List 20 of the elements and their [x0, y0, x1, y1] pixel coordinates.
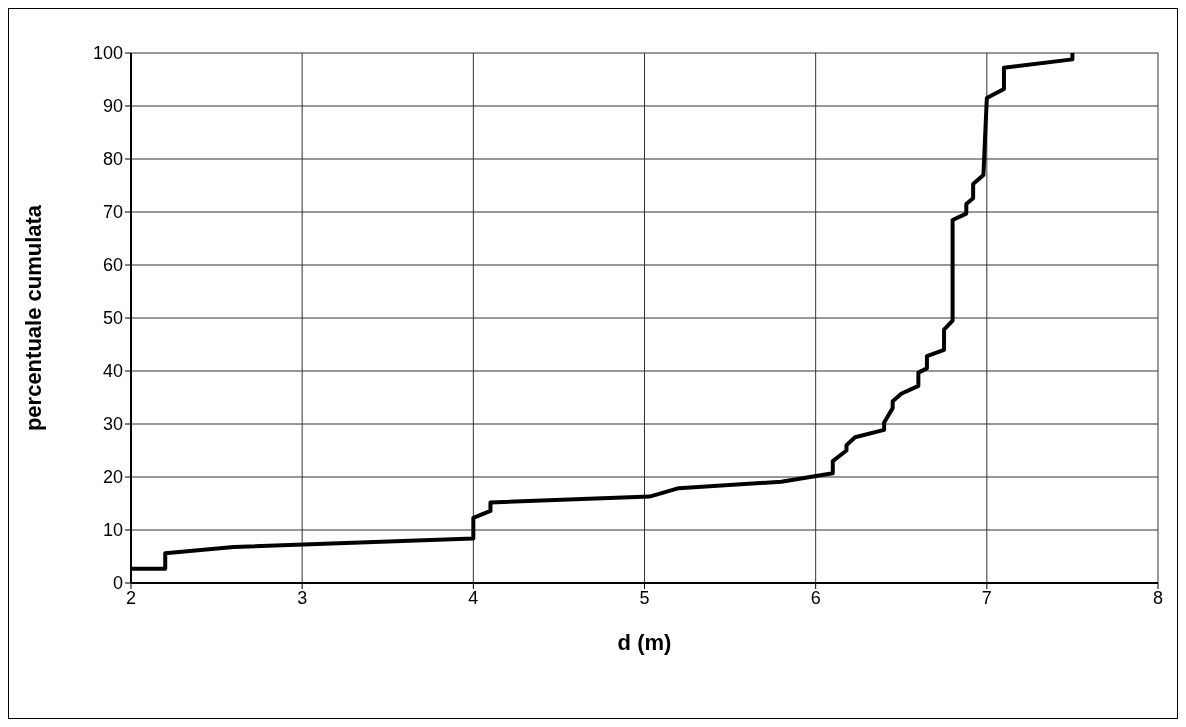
y-tick-label: 50 [102, 308, 123, 329]
y-tick-label: 90 [102, 96, 123, 117]
x-tick-label: 6 [810, 587, 821, 608]
x-tick-label: 3 [297, 587, 308, 608]
y-tick-label: 70 [102, 202, 123, 223]
y-tick-label: 60 [102, 255, 123, 276]
y-tick-label: 10 [102, 520, 123, 541]
x-tick-label: 7 [981, 587, 992, 608]
x-tick-label: 2 [125, 587, 137, 608]
x-axis-title: d (m) [617, 630, 672, 655]
y-tick-label: 40 [102, 361, 123, 382]
x-tick-label: 8 [1152, 587, 1164, 608]
x-tick-label: 5 [639, 587, 650, 608]
y-tick-label: 0 [112, 573, 123, 594]
x-tick-label: 4 [468, 587, 479, 608]
y-tick-label: 20 [102, 467, 123, 488]
y-tick-label: 80 [102, 149, 123, 170]
y-axis-title: percentuale cumulata [20, 204, 46, 432]
y-tick-label: 30 [102, 414, 123, 435]
y-tick-label: 100 [92, 43, 123, 64]
